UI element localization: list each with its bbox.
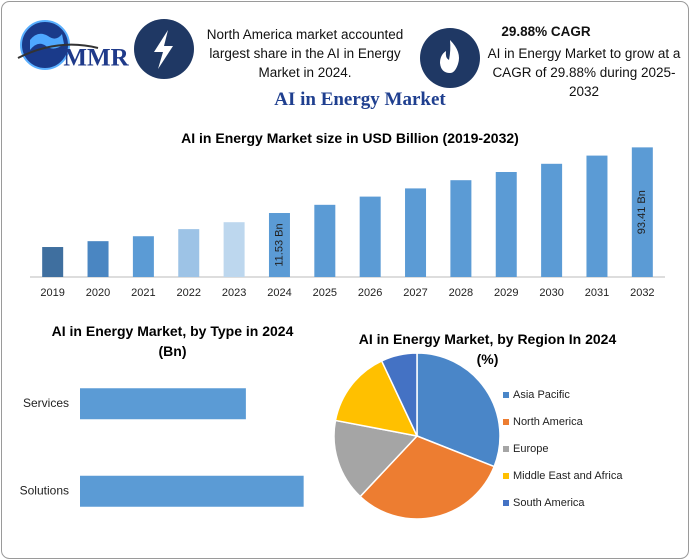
legend-swatch <box>503 446 509 452</box>
pie-slice <box>359 435 496 520</box>
bar <box>541 163 563 277</box>
pie-slice <box>416 352 501 468</box>
y-tick-label: Services <box>23 396 69 410</box>
legend-label: Europe <box>513 443 548 455</box>
x-tick-label: 2030 <box>539 287 563 299</box>
x-tick-label: 2024 <box>267 287 291 299</box>
value-label: 93.41 Bn <box>636 190 648 234</box>
bar <box>80 388 246 420</box>
x-tick-label: 2032 <box>630 287 654 299</box>
x-tick-label: 2028 <box>449 287 473 299</box>
bar <box>268 213 290 277</box>
flame-icon <box>420 28 480 88</box>
bar <box>87 241 109 277</box>
bar <box>359 196 381 277</box>
x-tick-label: 2022 <box>177 287 201 299</box>
legend-label: North America <box>513 416 584 428</box>
info-text: AI in Energy Market to grow at a CAGR of… <box>487 46 681 99</box>
legend-swatch <box>503 392 509 398</box>
bar <box>223 222 245 277</box>
bar <box>314 204 336 277</box>
x-tick-label: 2021 <box>131 287 155 299</box>
x-tick-label: 2031 <box>585 287 609 299</box>
pie-slice <box>334 359 419 438</box>
pie-slice <box>380 352 418 437</box>
legend-swatch <box>503 473 509 479</box>
x-tick-label: 2027 <box>403 287 427 299</box>
legend-label: Middle East and Africa <box>513 470 623 482</box>
bar <box>631 147 653 277</box>
legend-swatch <box>503 500 509 506</box>
bar <box>132 236 154 277</box>
x-tick-label: 2019 <box>40 287 64 299</box>
chart-title: AI in Energy Market, by Type in 2024 (Bn… <box>51 323 294 359</box>
bar <box>42 247 64 277</box>
bar <box>80 475 304 507</box>
legend-swatch <box>503 419 509 425</box>
chart-title: AI in Energy Market size in USD Billion … <box>181 130 519 146</box>
value-label: 11.53 Bn <box>273 223 285 266</box>
bar <box>450 180 472 277</box>
legend-label: South America <box>513 497 585 509</box>
info-title: 29.88% CAGR <box>501 24 591 39</box>
lightning-icon <box>134 19 194 79</box>
y-tick-label: Solutions <box>20 483 69 497</box>
x-tick-label: 2020 <box>86 287 110 299</box>
x-tick-label: 2026 <box>358 287 382 299</box>
logo-text: MMR <box>63 45 129 72</box>
logo: MMR <box>17 20 130 72</box>
bar <box>495 171 517 277</box>
chart-title: AI in Energy Market, by Region In 2024 (… <box>358 331 617 367</box>
info-text: North America market accounted largest s… <box>206 27 404 80</box>
pie-slice <box>333 419 419 498</box>
main-title: AI in Energy Market <box>274 89 446 110</box>
x-tick-label: 2029 <box>494 287 518 299</box>
legend-label: Asia Pacific <box>513 389 570 401</box>
bar <box>586 155 608 277</box>
x-tick-label: 2023 <box>222 287 246 299</box>
bar <box>178 229 200 277</box>
bar <box>405 188 427 277</box>
x-tick-label: 2025 <box>313 287 337 299</box>
